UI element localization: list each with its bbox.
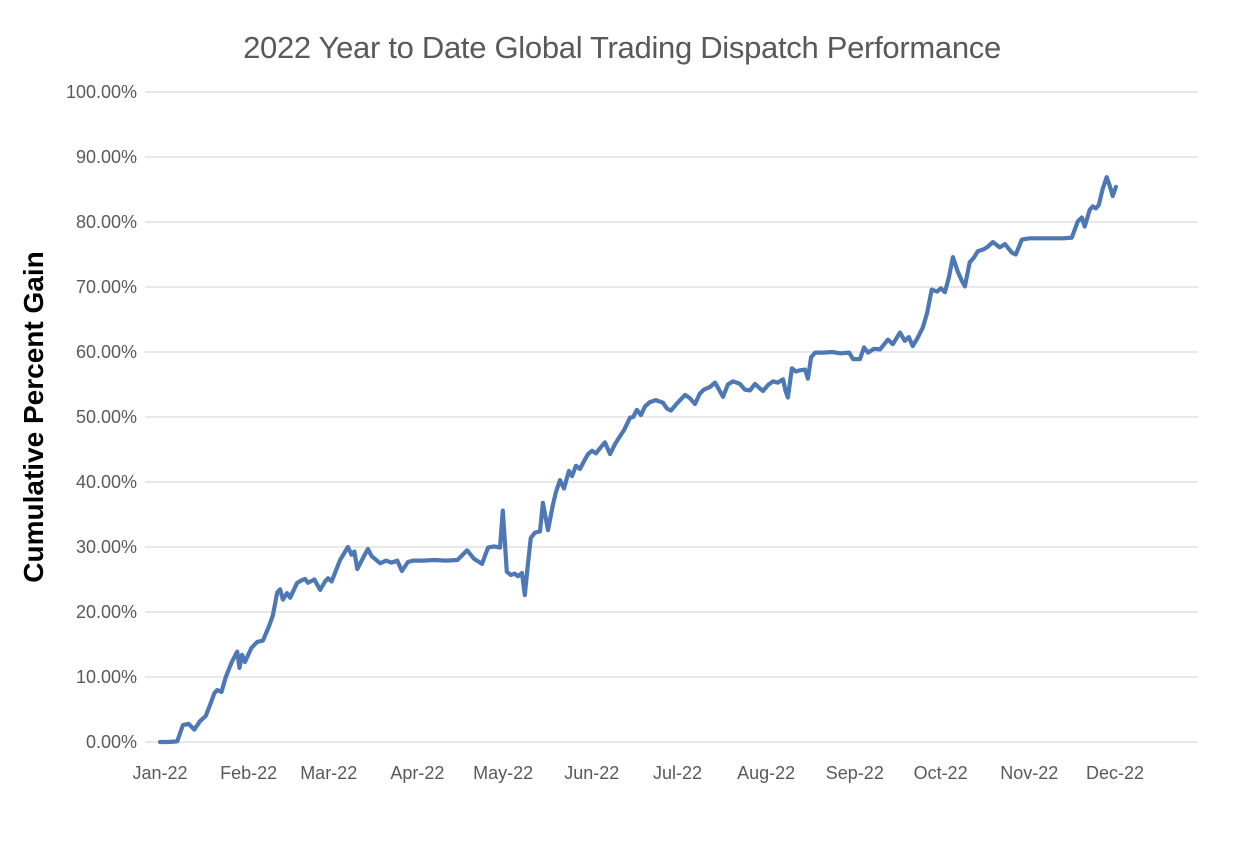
- y-tick-label: 90.00%: [76, 147, 137, 167]
- data-line-series: [157, 175, 1119, 745]
- y-tick-label: 40.00%: [76, 472, 137, 492]
- x-tick-label: Jul-22: [653, 763, 702, 783]
- y-tick-label: 20.00%: [76, 602, 137, 622]
- x-tick-label: Nov-22: [1000, 763, 1058, 783]
- x-tick-label: Sep-22: [826, 763, 884, 783]
- x-tick-label: May-22: [473, 763, 533, 783]
- y-tick-label: 10.00%: [76, 667, 137, 687]
- x-tick-label: Oct-22: [914, 763, 968, 783]
- x-tick-label: Mar-22: [300, 763, 357, 783]
- y-tick-label: 50.00%: [76, 407, 137, 427]
- y-tick-label: 70.00%: [76, 277, 137, 297]
- y-tick-label: 0.00%: [86, 732, 137, 752]
- y-tick-label: 80.00%: [76, 212, 137, 232]
- x-tick-label: Jan-22: [132, 763, 187, 783]
- y-tick-label: 30.00%: [76, 537, 137, 557]
- y-tick-label: 100.00%: [66, 82, 137, 102]
- y-tick-label: 60.00%: [76, 342, 137, 362]
- x-tick-label: Apr-22: [390, 763, 444, 783]
- x-tick-label: Jun-22: [564, 763, 619, 783]
- x-tick-label: Feb-22: [220, 763, 277, 783]
- x-tick-label: Dec-22: [1086, 763, 1144, 783]
- chart-title: 2022 Year to Date Global Trading Dispatc…: [243, 30, 1001, 65]
- x-tick-label: Aug-22: [737, 763, 795, 783]
